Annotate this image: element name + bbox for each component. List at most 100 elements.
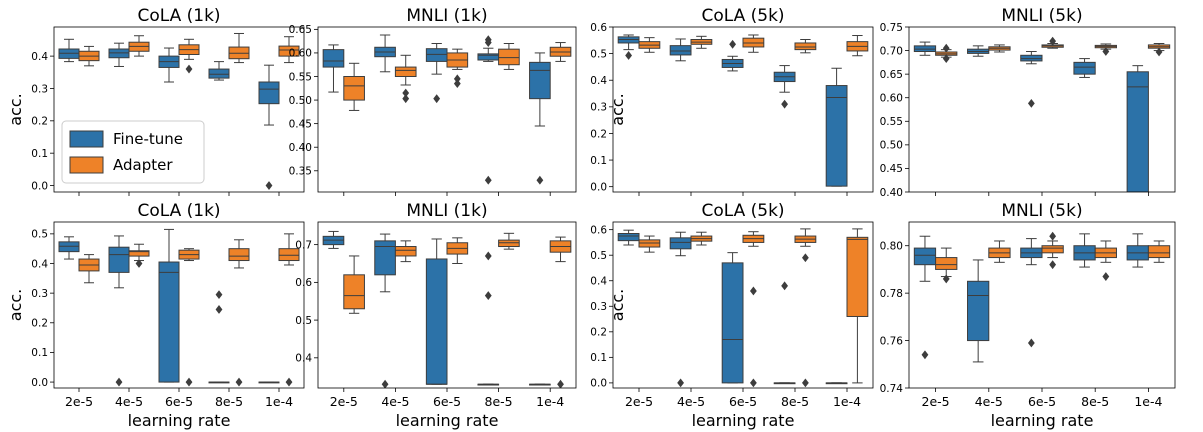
panel-5: CoLA (1k) 0.0 0.1 0.2 0.3 0.4 0.5 2e-5 4e-5 6e-5 8… xyxy=(6,201,305,430)
box-fine-tune xyxy=(322,44,345,93)
y-tick-label: 0.40 xyxy=(289,142,312,154)
outlier-point xyxy=(1049,260,1057,270)
x-tick-label: 2e-5 xyxy=(330,394,358,409)
outlier-point xyxy=(1027,338,1035,348)
box-adapter xyxy=(549,236,572,388)
y-tick-label: 0.35 xyxy=(289,166,312,178)
outlier-point xyxy=(942,274,950,284)
box-body xyxy=(617,232,640,242)
box-adapter xyxy=(1147,43,1171,57)
box-adapter xyxy=(343,62,365,111)
outlier-point xyxy=(115,377,123,387)
y-tick-label: 0.65 xyxy=(880,69,903,81)
box-adapter xyxy=(846,228,869,384)
x-tick-label: 8e-5 xyxy=(1081,394,1109,409)
outlier-point xyxy=(1102,272,1110,281)
box-body xyxy=(498,48,520,66)
box-body xyxy=(846,236,869,317)
box-marks xyxy=(322,34,572,185)
panel-title: MNLI (5k) xyxy=(1001,201,1082,221)
box-fine-tune xyxy=(1126,65,1149,192)
box-body xyxy=(638,239,661,248)
y-tick-label: 0.0 xyxy=(590,378,607,390)
panel-4: MNLI (5k) 0.40 0.45 0.50 0.55 0.60 0.65 0.70 0.7… xyxy=(880,6,1176,199)
box-fine-tune xyxy=(425,238,448,385)
y-tick-label: 0.0 xyxy=(31,180,48,192)
y-tick-label: 0.0 xyxy=(590,181,607,193)
outlier-point xyxy=(215,305,223,314)
y-tick-label: 0.3 xyxy=(31,83,48,95)
box-adapter xyxy=(935,247,958,284)
plot-frame xyxy=(908,221,1176,389)
box-body xyxy=(1041,245,1064,254)
box-adapter xyxy=(78,45,100,67)
y-tick-label: 0.76 xyxy=(880,335,904,347)
box-adapter xyxy=(935,43,958,64)
box-body xyxy=(374,240,396,276)
plot-frame xyxy=(317,26,577,193)
x-tick-label: 1e-4 xyxy=(1134,394,1162,409)
outlier-point xyxy=(433,94,441,104)
outlier-point xyxy=(677,378,684,388)
outlier-point xyxy=(921,350,929,360)
x-tick-label: 6e-5 xyxy=(433,394,461,409)
outlier-point xyxy=(942,54,950,64)
legend-swatch xyxy=(69,130,104,148)
plot-frame xyxy=(612,26,874,193)
box-adapter xyxy=(549,42,572,62)
y-tick-label: 0.55 xyxy=(289,71,312,83)
outlier-point xyxy=(484,38,492,47)
box-fine-tune xyxy=(208,61,230,81)
x-tick-label: 2e-5 xyxy=(922,394,950,409)
box-body xyxy=(394,246,417,257)
plot-frame xyxy=(908,26,1176,193)
box-fine-tune xyxy=(58,236,80,260)
box-marks xyxy=(913,231,1171,363)
y-tick-label: 0.4 xyxy=(590,75,607,87)
box-fine-tune xyxy=(374,233,396,388)
box-adapter xyxy=(794,228,817,388)
legend-label: Adapter xyxy=(113,156,173,174)
box-fine-tune xyxy=(108,42,130,67)
x-tick-label: 1e-4 xyxy=(536,394,564,409)
box-adapter xyxy=(78,254,100,284)
outlier-point xyxy=(750,378,757,388)
box-fine-tune xyxy=(1020,238,1043,348)
panel-title: CoLA (5k) xyxy=(701,6,784,26)
y-tick-label: 0.75 xyxy=(880,22,903,34)
y-tick-label: 0.2 xyxy=(31,318,48,330)
box-fine-tune xyxy=(58,38,80,63)
x-tick-label: 4e-5 xyxy=(677,394,705,409)
x-tick-label: 6e-5 xyxy=(165,394,193,409)
y-tick-label: 0.4 xyxy=(590,276,607,288)
box-adapter xyxy=(278,36,300,64)
box-adapter xyxy=(498,232,520,250)
box-fine-tune xyxy=(669,38,692,62)
box-body xyxy=(669,237,692,250)
box-body xyxy=(228,248,250,262)
box-adapter xyxy=(178,248,200,387)
outlier-point xyxy=(135,259,143,268)
outlier-point xyxy=(942,43,950,53)
box-fine-tune xyxy=(825,67,848,187)
y-axis-label: acc. xyxy=(608,289,627,321)
y-tick-label: 0.7 xyxy=(295,239,312,251)
y-tick-label: 0.2 xyxy=(590,128,607,140)
y-axis-label: acc. xyxy=(6,289,25,321)
outlier-point xyxy=(1027,98,1035,108)
box-fine-tune xyxy=(1020,51,1043,108)
outlier-point xyxy=(285,377,293,387)
box-fine-tune xyxy=(322,230,345,249)
outlier-point xyxy=(453,79,461,88)
outlier-point xyxy=(215,290,223,300)
x-axis-label: learning rate xyxy=(396,411,499,430)
y-tick-label: 0.74 xyxy=(880,383,904,395)
panel-2: MNLI (1k) 0.35 0.40 0.45 0.50 0.55 0.60 0.65 xyxy=(289,6,577,196)
box-adapter xyxy=(690,35,713,49)
y-tick-label: 0.5 xyxy=(590,48,607,60)
x-tick-label: 8e-5 xyxy=(781,394,809,409)
plot-frame xyxy=(612,221,874,389)
box-adapter xyxy=(446,48,469,88)
y-tick-label: 0.2 xyxy=(31,116,48,128)
box-marks xyxy=(617,34,869,187)
